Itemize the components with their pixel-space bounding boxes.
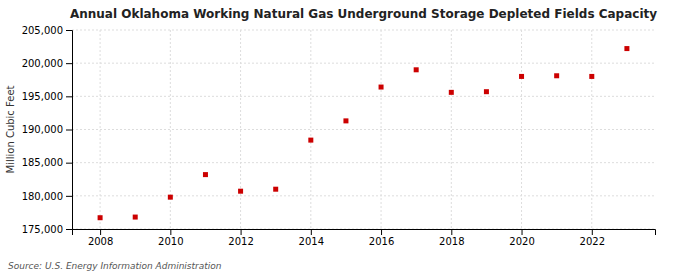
point (414, 67, 419, 72)
tick-mark (66, 163, 72, 164)
tick: 190,000 (22, 124, 72, 135)
grid-line-x (521, 30, 522, 229)
tick-label: 195,000 (22, 91, 63, 102)
point (168, 195, 173, 200)
grid-line-y (72, 162, 655, 163)
grid (72, 30, 655, 229)
tick: 195,000 (22, 91, 72, 102)
tick-mark (522, 229, 523, 235)
tick: 2010 (158, 229, 183, 247)
tick-label: 2018 (439, 236, 464, 247)
grid-line-y (72, 96, 655, 97)
tick-label: 2010 (158, 236, 183, 247)
tick-mark (170, 229, 171, 235)
point (624, 46, 629, 51)
point (343, 118, 348, 123)
point (203, 172, 208, 177)
tick-label: 180,000 (22, 191, 63, 202)
tick: 2014 (299, 229, 324, 247)
point (133, 215, 138, 220)
grid-line-x (310, 30, 311, 229)
tick-mark (241, 229, 242, 235)
tick: 185,000 (22, 157, 72, 168)
tick-label: 2020 (509, 236, 534, 247)
grid-line-y (72, 195, 655, 196)
tick: 2018 (439, 229, 464, 247)
tick-mark (381, 229, 382, 235)
grid-line-y (72, 30, 655, 31)
tick-label: 2016 (369, 236, 394, 247)
point (484, 89, 489, 94)
axis-line (73, 230, 656, 236)
point (554, 73, 559, 78)
plot-area: 20082010201220142016201820202022175,0001… (22, 25, 656, 247)
tick: 2012 (228, 229, 253, 247)
tick-mark (311, 229, 312, 235)
title: Annual Oklahoma Working Natural Gas Unde… (70, 7, 657, 21)
y-axis-title: Million Cubic Feet (5, 85, 16, 173)
grid-line-x (381, 30, 382, 229)
tick-label: 190,000 (22, 124, 63, 135)
x-axis: 2008 2010 2012 2014 2016 2018 2020 2022 (73, 229, 656, 247)
tick-label: 205,000 (22, 25, 63, 36)
tick-label: 2022 (580, 236, 605, 247)
point (519, 74, 524, 79)
tick: 205,000 (22, 25, 72, 36)
tick-mark (100, 229, 101, 235)
chart: 20082010201220142016201820202022175,0001… (0, 0, 675, 275)
grid-line-y (72, 129, 655, 130)
point (308, 138, 313, 143)
tick-label: 175,000 (22, 224, 63, 235)
point (98, 215, 103, 220)
grid-line-x (100, 30, 101, 229)
tick-mark (451, 229, 452, 235)
tick: 2022 (580, 229, 605, 247)
grid-line-y (72, 63, 655, 64)
y-axis: 175,000 180,000 185,000 190,000 195,000 200,0… (22, 25, 73, 235)
tick-label: 200,000 (22, 58, 63, 69)
tick-mark (592, 229, 593, 235)
tick: 200,000 (22, 58, 72, 69)
point (449, 90, 454, 95)
tick: 2008 (88, 229, 113, 247)
tick-label: 2012 (228, 236, 253, 247)
tick-mark (66, 63, 72, 64)
point (379, 85, 384, 90)
point (589, 74, 594, 79)
tick: 2020 (509, 229, 534, 247)
grid-line-x (451, 30, 452, 229)
tick-mark (66, 229, 72, 230)
tick-label: 2014 (299, 236, 324, 247)
tick: 2016 (369, 229, 394, 247)
tick-label: 185,000 (22, 157, 63, 168)
points (98, 46, 630, 220)
grid-line-x (591, 30, 592, 229)
grid-line-x (240, 30, 241, 229)
tick: 175,000 (22, 224, 72, 235)
tick-mark (66, 196, 72, 197)
tick-mark (66, 130, 72, 131)
axis-line (66, 31, 73, 230)
tick-mark (66, 96, 72, 97)
tick-mark (66, 30, 72, 31)
point (273, 187, 278, 192)
tick-label: 2008 (88, 236, 113, 247)
point (238, 189, 243, 194)
annotation: Source: U.S. Energy Information Administ… (8, 261, 222, 271)
tick: 180,000 (22, 191, 72, 202)
